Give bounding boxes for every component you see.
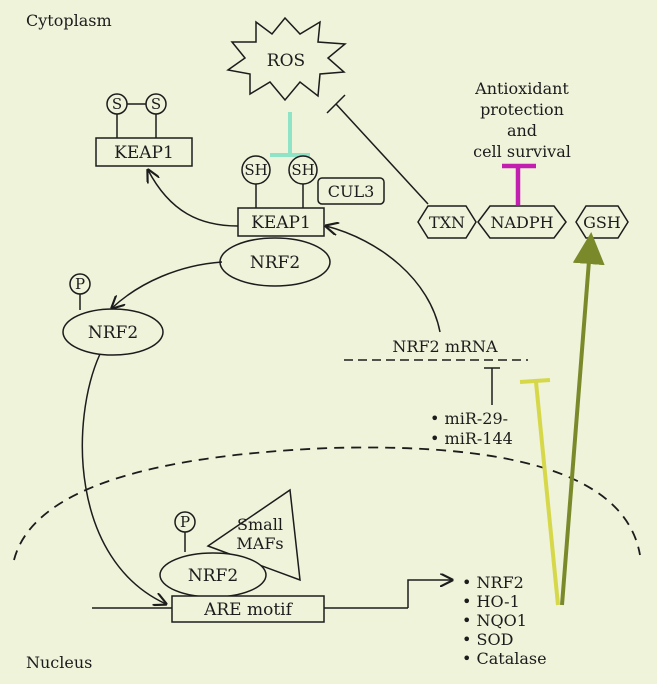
target-gene-item: • NQO1 <box>462 611 527 630</box>
arrow-keap1-oxidation <box>148 170 239 227</box>
mir-144-label: • miR-144 <box>430 429 513 448</box>
target-gene-item: • NRF2 <box>462 573 524 592</box>
ros-label: ROS <box>267 51 305 71</box>
target-gene-item: • Catalase <box>462 649 547 668</box>
txn-label: TXN <box>429 213 465 232</box>
keap1-oxidized-box <box>95 137 193 167</box>
nadph-hexagon <box>477 205 567 239</box>
cul3-box <box>317 177 385 205</box>
yellow-inhibit-line <box>534 381 560 606</box>
transcription-arrow <box>407 580 452 608</box>
cul3-label: CUL3 <box>328 182 375 201</box>
antioxidant-line4: cell survival <box>473 142 571 161</box>
nucleus-label: Nucleus <box>26 653 92 672</box>
small-mafs-line1: Small <box>237 515 283 534</box>
txn-inhibit-ros-bar <box>326 94 346 114</box>
keap1-bound-box <box>237 207 325 237</box>
ros-starburst <box>226 16 347 102</box>
antioxidant-line3: and <box>507 121 537 140</box>
nrf2-bound-label: NRF2 <box>250 253 300 273</box>
txn-inhibit-ros-line <box>335 103 429 205</box>
olive-arrow-to-gsh <box>560 232 605 606</box>
nrf2-mrna-label: NRF2 mRNA <box>392 337 498 356</box>
yellow-inhibit-bar <box>519 378 551 384</box>
sh-right-label: SH <box>291 161 314 179</box>
are-motif-label: ARE motif <box>203 600 294 620</box>
p-nuc-label: P <box>180 513 190 531</box>
keap1-oxidized-label: KEAP1 <box>114 143 174 163</box>
mir-29-label: • miR-29- <box>430 409 508 428</box>
gsh-label: GSH <box>583 213 621 232</box>
s-right-label: S <box>151 95 161 113</box>
arrow-nrf2-release <box>112 261 223 308</box>
arrow-nrf2-to-nucleus <box>81 353 166 604</box>
p-cyto-label: P <box>75 275 85 293</box>
target-gene-item: • HO-1 <box>462 592 520 611</box>
s-right-circle <box>145 93 167 115</box>
nuclear-membrane <box>13 446 641 561</box>
txn-hexagon <box>417 205 477 239</box>
nadph-label: NADPH <box>490 213 553 232</box>
antioxidant-line1: Antioxidant <box>474 79 569 98</box>
sh-left-label: SH <box>244 161 267 179</box>
antioxidant-line2: protection <box>480 100 564 119</box>
sh-left-circle <box>241 155 271 185</box>
small-mafs-line2: MAFs <box>236 534 283 553</box>
target-gene-item: • SOD <box>462 630 513 649</box>
target-gene-list: • NRF2• HO-1• NQO1• SOD• Catalase <box>462 573 547 668</box>
are-motif-box <box>171 595 325 623</box>
nrf2-phos-label: NRF2 <box>88 323 138 343</box>
sh-right-circle <box>288 155 318 185</box>
s-left-circle <box>106 93 128 115</box>
arrow-to-keap1 <box>326 226 441 333</box>
nrf2-nuc-label: NRF2 <box>188 566 238 586</box>
s-left-label: S <box>112 95 122 113</box>
keap1-bound-label: KEAP1 <box>251 213 311 233</box>
cytoplasm-label: Cytoplasm <box>26 11 112 30</box>
